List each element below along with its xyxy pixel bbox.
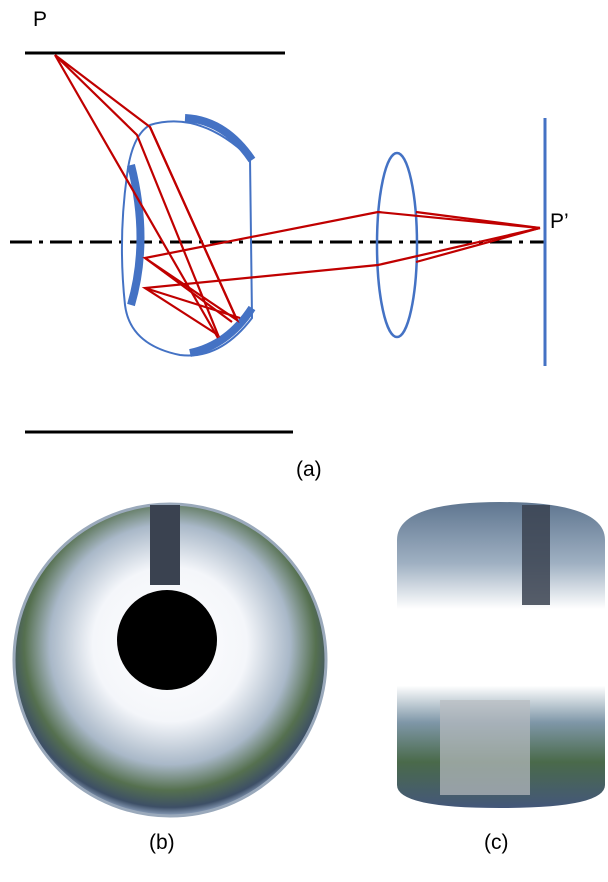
fisheye-image: (b) (14, 504, 326, 854)
tree-trunk (150, 505, 180, 585)
label: P’ (550, 210, 569, 233)
lens (377, 153, 417, 337)
optical-diagram: P P’ (a) (10, 8, 569, 481)
label: P (33, 8, 47, 31)
tree-trunk (522, 505, 550, 605)
rays (55, 55, 540, 338)
cylinder-image: (c) (397, 502, 605, 854)
caption: (b) (149, 831, 175, 854)
caption: (c) (484, 831, 509, 854)
blind-spot (117, 590, 217, 690)
mirror (131, 165, 141, 305)
gate (440, 700, 530, 795)
figure: P P’ (a) (b) (c) (0, 0, 608, 882)
caption: (a) (296, 458, 322, 481)
